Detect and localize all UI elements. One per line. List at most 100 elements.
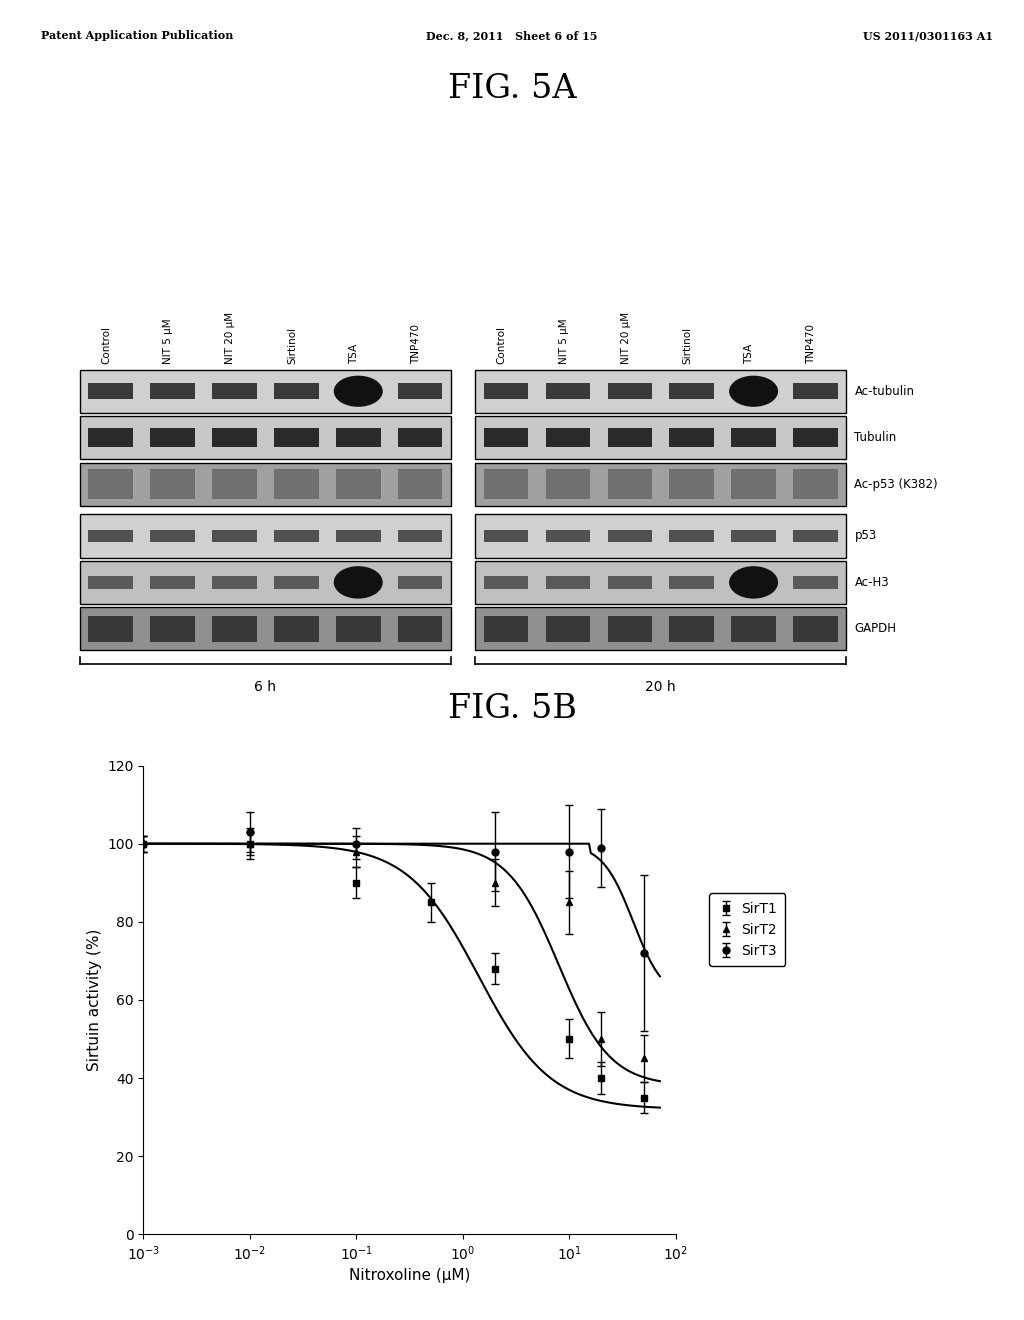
Bar [398, 529, 442, 543]
Legend: SirT1, SirT2, SirT3: SirT1, SirT2, SirT3 [710, 894, 785, 966]
Ellipse shape [334, 566, 383, 599]
Bar [336, 469, 381, 499]
Bar [80, 416, 451, 459]
Bar [546, 469, 590, 499]
Ellipse shape [729, 376, 778, 407]
Text: FIG. 5A: FIG. 5A [447, 73, 577, 104]
Bar [151, 469, 195, 499]
Bar [274, 576, 318, 589]
Bar [80, 561, 451, 605]
Text: NIT 20 μM: NIT 20 μM [621, 313, 631, 364]
Bar [336, 616, 381, 642]
Bar [670, 576, 714, 589]
Bar [88, 529, 133, 543]
Bar [151, 383, 195, 399]
Bar [274, 529, 318, 543]
Text: TSA: TSA [744, 345, 755, 364]
Bar [483, 616, 528, 642]
Bar [607, 383, 652, 399]
Bar [80, 370, 451, 413]
Bar [483, 576, 528, 589]
Bar [80, 462, 451, 506]
Bar [88, 576, 133, 589]
Bar [475, 462, 847, 506]
Text: TSA: TSA [349, 345, 359, 364]
Bar [88, 383, 133, 399]
Bar [475, 607, 847, 651]
Bar [483, 383, 528, 399]
Bar [546, 616, 590, 642]
Text: 20 h: 20 h [645, 680, 676, 693]
X-axis label: Nitroxoline (μM): Nitroxoline (μM) [349, 1269, 470, 1283]
Bar [212, 383, 257, 399]
Text: Patent Application Publication: Patent Application Publication [41, 30, 233, 41]
Bar [274, 616, 318, 642]
Bar [794, 529, 838, 543]
Bar [336, 529, 381, 543]
Text: NIT 5 μM: NIT 5 μM [559, 318, 568, 364]
Bar [670, 428, 714, 447]
Bar [274, 383, 318, 399]
Bar [151, 428, 195, 447]
Bar [80, 607, 451, 651]
Bar [731, 616, 776, 642]
Bar [475, 370, 847, 413]
Ellipse shape [334, 376, 383, 407]
Bar [398, 469, 442, 499]
Bar [483, 529, 528, 543]
Bar [794, 576, 838, 589]
Bar [546, 529, 590, 543]
Bar [546, 428, 590, 447]
Bar [731, 469, 776, 499]
Text: Ac-tubulin: Ac-tubulin [854, 384, 914, 397]
Text: Dec. 8, 2011   Sheet 6 of 15: Dec. 8, 2011 Sheet 6 of 15 [426, 30, 598, 41]
Text: NIT 20 μM: NIT 20 μM [225, 313, 236, 364]
Bar [546, 383, 590, 399]
Bar [670, 616, 714, 642]
Text: Tubulin: Tubulin [854, 432, 897, 445]
Y-axis label: Sirtuin activity (%): Sirtuin activity (%) [87, 929, 101, 1071]
Bar [794, 428, 838, 447]
Ellipse shape [729, 566, 778, 599]
Bar [670, 469, 714, 499]
Bar [794, 616, 838, 642]
Bar [794, 383, 838, 399]
Bar [88, 469, 133, 499]
Bar [607, 576, 652, 589]
Bar [212, 428, 257, 447]
Text: TNP470: TNP470 [411, 325, 421, 364]
Text: p53: p53 [854, 529, 877, 543]
Bar [731, 529, 776, 543]
Bar [88, 428, 133, 447]
Bar [151, 529, 195, 543]
Text: 6 h: 6 h [254, 680, 276, 693]
Text: US 2011/0301163 A1: US 2011/0301163 A1 [863, 30, 993, 41]
Text: NIT 5 μM: NIT 5 μM [163, 318, 173, 364]
Bar [212, 616, 257, 642]
Bar [483, 469, 528, 499]
Text: TNP470: TNP470 [806, 325, 816, 364]
Bar [475, 416, 847, 459]
Text: GAPDH: GAPDH [854, 622, 896, 635]
Bar [607, 616, 652, 642]
Text: FIG. 5B: FIG. 5B [447, 693, 577, 725]
Bar [546, 576, 590, 589]
Bar [607, 469, 652, 499]
Bar [398, 383, 442, 399]
Bar [398, 428, 442, 447]
Bar [212, 576, 257, 589]
Text: Ac-p53 (K382): Ac-p53 (K382) [854, 478, 938, 491]
Bar [212, 469, 257, 499]
Bar [607, 529, 652, 543]
Bar [274, 428, 318, 447]
Text: Control: Control [101, 326, 112, 364]
Text: Sirtinol: Sirtinol [287, 327, 297, 364]
Bar [274, 469, 318, 499]
Bar [80, 515, 451, 557]
Bar [212, 529, 257, 543]
Bar [670, 529, 714, 543]
Text: Ac-H3: Ac-H3 [854, 576, 889, 589]
Bar [151, 576, 195, 589]
Text: Sirtinol: Sirtinol [682, 327, 692, 364]
Bar [398, 576, 442, 589]
